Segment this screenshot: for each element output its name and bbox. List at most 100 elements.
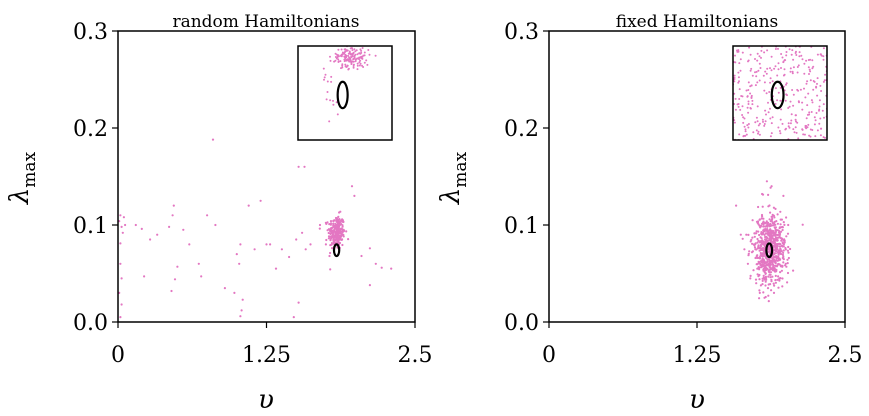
- data-point: [780, 269, 784, 272]
- inset-point: [769, 81, 772, 84]
- data-point: [176, 265, 179, 268]
- data-point: [779, 277, 782, 280]
- data-point: [318, 227, 321, 230]
- y-tick-label: 0.1: [73, 214, 108, 239]
- data-point: [773, 220, 776, 223]
- data-point: [785, 265, 788, 268]
- y-axis-label: λmax: [5, 151, 40, 205]
- inset-point: [821, 109, 824, 112]
- data-point: [758, 268, 761, 271]
- data-point: [332, 222, 335, 225]
- inset-point: [756, 120, 759, 123]
- inset-point: [822, 80, 825, 83]
- y-tick-label: 0.1: [504, 214, 539, 239]
- data-point: [338, 225, 341, 228]
- ellipse-main: [332, 243, 341, 258]
- data-point: [332, 242, 335, 245]
- data-point: [758, 297, 761, 300]
- inset-points: [322, 46, 377, 123]
- data-point: [334, 236, 337, 239]
- data-point: [211, 138, 215, 141]
- inset-point: [751, 99, 754, 102]
- inset-point: [784, 99, 787, 102]
- data-point: [774, 232, 777, 235]
- inset-point: [740, 95, 743, 97]
- inset-point: [325, 98, 328, 101]
- data-point: [759, 264, 762, 267]
- data-point: [758, 257, 761, 260]
- inset-point: [758, 133, 761, 136]
- inset-point: [792, 58, 795, 61]
- inset-point: [757, 69, 760, 72]
- inset-point: [774, 65, 777, 68]
- inset-point: [745, 133, 748, 136]
- inset-point: [795, 131, 798, 134]
- data-point: [332, 234, 335, 237]
- data-point: [779, 247, 782, 251]
- data-point: [764, 239, 767, 242]
- inset-point: [353, 57, 356, 60]
- data-point: [776, 255, 779, 258]
- data-point: [762, 291, 765, 294]
- data-point: [332, 236, 335, 239]
- inset-point: [781, 56, 784, 59]
- data-point: [774, 228, 777, 232]
- data-point: [772, 268, 775, 271]
- inset-point: [801, 128, 804, 131]
- inset: [297, 45, 393, 141]
- inset-point: [770, 55, 773, 58]
- inset-point: [795, 54, 798, 56]
- inset-point: [333, 60, 336, 63]
- inset-point: [760, 49, 763, 52]
- data-point: [771, 222, 775, 225]
- inset-point: [782, 60, 785, 63]
- data-point: [336, 226, 339, 229]
- data-point: [764, 229, 767, 232]
- inset-point: [347, 59, 350, 61]
- data-point: [759, 248, 763, 252]
- data-point: [772, 264, 775, 267]
- data-point: [786, 258, 789, 261]
- inset-point: [792, 93, 795, 96]
- data-point: [785, 235, 788, 238]
- data-point: [776, 222, 780, 225]
- data-point: [747, 252, 750, 255]
- inset-point: [350, 56, 353, 59]
- data-point: [782, 249, 785, 252]
- inset-point: [750, 94, 753, 97]
- inset-point: [815, 86, 818, 89]
- inset-point: [763, 124, 766, 127]
- data-point: [332, 230, 335, 233]
- inset-point: [769, 117, 772, 120]
- inset-point: [747, 111, 750, 114]
- data-point: [759, 284, 763, 287]
- data-point: [774, 207, 777, 210]
- inset-point: [344, 50, 347, 53]
- data-point: [328, 223, 331, 226]
- data-point: [390, 267, 393, 270]
- inset-point: [358, 61, 361, 64]
- inset-point: [779, 118, 782, 121]
- inset-point: [744, 128, 747, 131]
- data-point: [768, 246, 771, 249]
- data-point: [335, 225, 338, 228]
- inset-point: [816, 53, 819, 56]
- inset-point: [345, 59, 348, 62]
- inset-point: [777, 126, 780, 129]
- inset-point: [787, 107, 790, 109]
- x-tick-label: 0: [111, 343, 125, 368]
- data-point: [749, 274, 752, 277]
- data-point: [767, 270, 771, 273]
- data-point: [762, 255, 766, 258]
- inset-point: [824, 73, 827, 76]
- data-point: [782, 261, 785, 264]
- inset-point: [340, 48, 343, 51]
- data-point: [762, 225, 766, 228]
- inset-point: [818, 99, 821, 102]
- data-point: [774, 262, 777, 265]
- inset-point: [809, 70, 812, 73]
- data-point: [288, 255, 291, 259]
- data-point: [771, 275, 774, 278]
- data-point: [771, 261, 774, 264]
- data-point: [764, 272, 767, 275]
